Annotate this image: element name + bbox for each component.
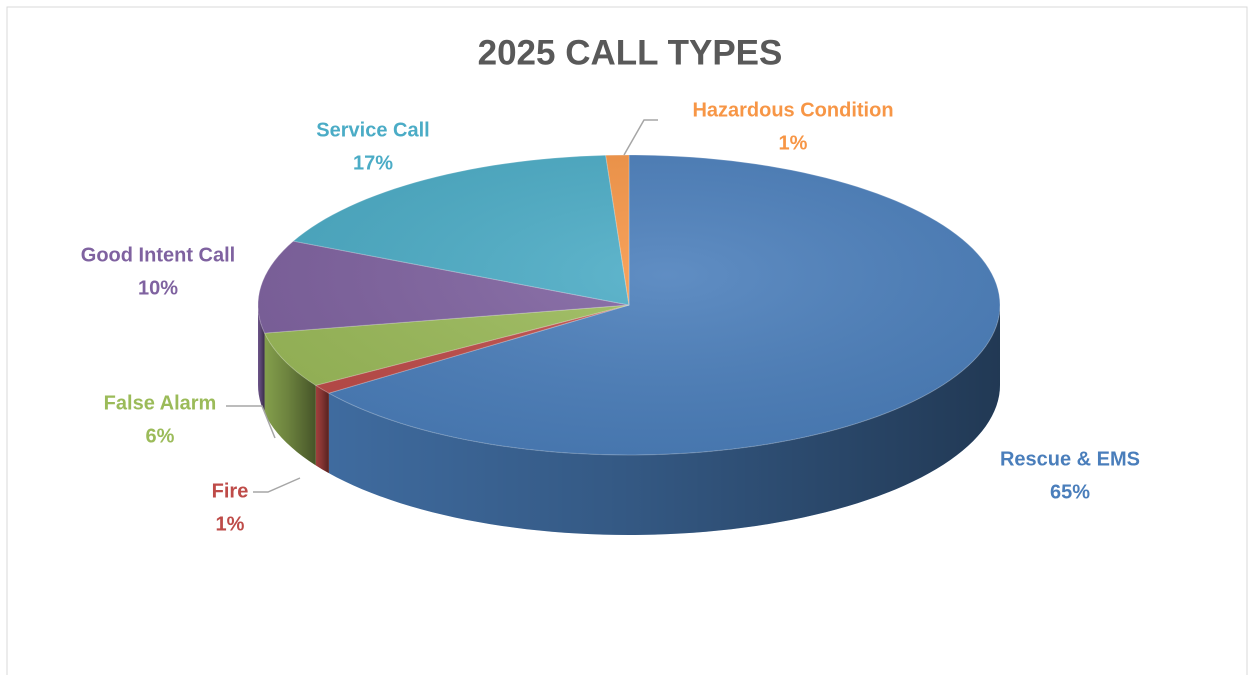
slice-side-shade bbox=[315, 385, 329, 474]
leader-line bbox=[253, 477, 301, 493]
data-label-value: 17% bbox=[353, 152, 393, 174]
data-label-name: Good Intent Call bbox=[81, 244, 235, 266]
slice-side-shade bbox=[258, 305, 265, 414]
data-label-name: Service Call bbox=[316, 119, 429, 141]
slice-side-shade bbox=[328, 305, 1000, 535]
data-label-value: 6% bbox=[146, 425, 175, 447]
leader-line bbox=[226, 405, 276, 439]
slice-side-shade bbox=[264, 333, 316, 466]
top-shine bbox=[258, 155, 1000, 455]
leader-line bbox=[623, 119, 658, 156]
data-label-value: 1% bbox=[216, 513, 245, 535]
data-label-name: False Alarm bbox=[104, 392, 217, 414]
data-label-value: 10% bbox=[138, 277, 178, 299]
chart-title: 2025 CALL TYPES bbox=[478, 33, 783, 72]
data-label-name: Fire bbox=[212, 480, 249, 502]
data-label-value: 65% bbox=[1050, 481, 1090, 503]
pie bbox=[257, 154, 1001, 535]
data-label-value: 1% bbox=[779, 132, 808, 154]
data-label-name: Rescue & EMS bbox=[1000, 448, 1140, 470]
data-label-name: Hazardous Condition bbox=[692, 99, 893, 121]
